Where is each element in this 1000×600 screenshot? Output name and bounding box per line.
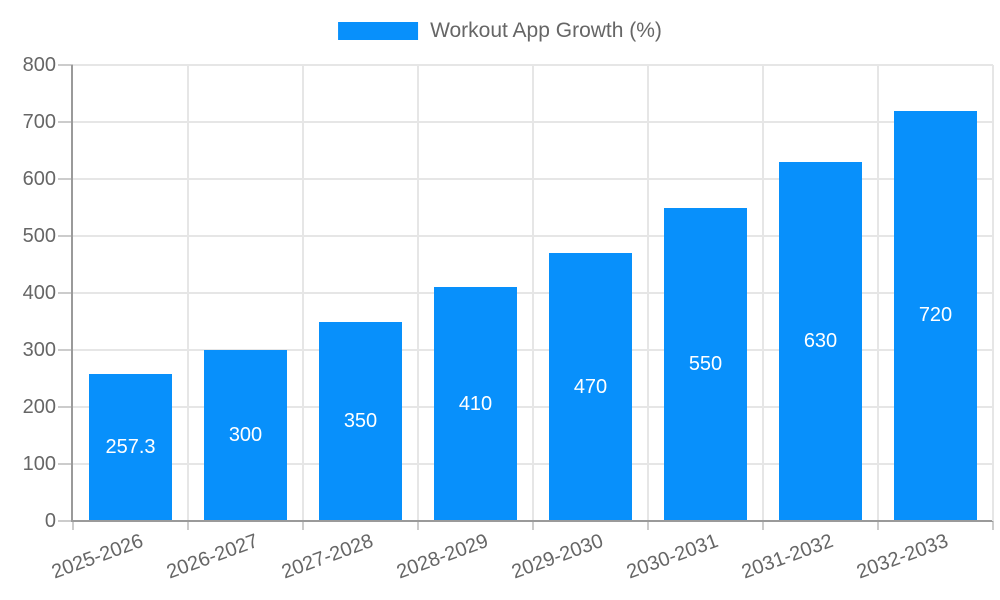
y-axis-tick-label: 700 <box>0 110 56 134</box>
y-axis-tick-label-label: 200 <box>22 396 56 418</box>
bar-2031-2032-label: 630 <box>803 329 838 352</box>
x-axis-category-label: 2025-2026 <box>48 530 147 584</box>
y-axis-tick-label: 800 <box>0 53 56 77</box>
bar-2030-2031-label: 550 <box>688 352 723 375</box>
bar-2028-2029-label: 410 <box>458 392 493 415</box>
bar-2032-2033-label: 720 <box>918 304 953 327</box>
y-axis-line <box>71 65 73 521</box>
bar-2025-2026: 257.3 <box>89 374 172 521</box>
bar-2028-2029: 410 <box>434 287 517 521</box>
x-axis-category-label: 2027-2028 <box>278 530 377 584</box>
horizontal-gridline <box>73 178 993 180</box>
x-axis-category-label: 2029-2030 <box>508 530 607 584</box>
x-axis-category-label: 2026-2027 <box>163 530 262 584</box>
y-axis-tick <box>58 406 73 408</box>
y-axis-tick <box>58 349 73 351</box>
y-axis-tick-label: 100 <box>0 452 56 476</box>
chart-legend[interactable]: Workout App Growth (%) <box>338 17 662 45</box>
horizontal-gridline <box>73 64 993 66</box>
x-axis-tick <box>992 521 994 530</box>
y-axis-tick-label: 300 <box>0 338 56 362</box>
legend-label: Workout App Growth (%) <box>430 19 662 42</box>
x-axis-category-label: 2028-2029 <box>393 530 492 584</box>
horizontal-gridline <box>73 463 993 465</box>
x-axis-category-label: 2030-2031 <box>623 530 722 584</box>
y-axis-tick <box>58 121 73 123</box>
y-axis-tick-label: 500 <box>0 224 56 248</box>
x-axis-tick <box>762 521 764 530</box>
bar-2029-2030-label: 470 <box>573 375 608 398</box>
y-axis-tick-label-label: 400 <box>22 282 56 304</box>
x-axis-tick <box>647 521 649 530</box>
plot-right-border <box>992 65 994 521</box>
x-axis-tick <box>302 521 304 530</box>
y-axis-tick <box>58 292 73 294</box>
bar-2026-2027: 300 <box>204 350 287 521</box>
y-axis-tick-label-label: 500 <box>22 225 56 247</box>
y-axis-tick <box>58 463 73 465</box>
y-axis-tick <box>58 64 73 66</box>
y-axis-tick-label-label: 100 <box>22 453 56 475</box>
y-axis-tick-label: 600 <box>0 167 56 191</box>
x-axis-tick <box>187 521 189 530</box>
horizontal-gridline <box>73 235 993 237</box>
bar-2027-2028: 350 <box>319 321 402 521</box>
y-axis-tick-label-label: 300 <box>22 339 56 361</box>
y-axis-tick-label: 400 <box>0 281 56 305</box>
bar-2025-2026-label: 257.3 <box>105 436 156 459</box>
x-axis-line <box>71 520 993 522</box>
y-axis-tick-label: 200 <box>0 395 56 419</box>
bar-2031-2032: 630 <box>779 161 862 521</box>
horizontal-gridline <box>73 406 993 408</box>
bar-2027-2028-label: 350 <box>343 409 378 432</box>
y-axis-tick <box>58 520 73 522</box>
y-axis-tick-label-label: 600 <box>22 168 56 190</box>
x-axis-category-label: 2031-2032 <box>738 530 837 584</box>
horizontal-gridline <box>73 292 993 294</box>
bar-2029-2030: 470 <box>549 253 632 521</box>
y-axis-tick-label-label: 800 <box>22 54 56 76</box>
legend-swatch <box>338 22 419 40</box>
x-axis-tick <box>877 521 879 530</box>
horizontal-gridline <box>73 121 993 123</box>
y-axis-tick-label: 0 <box>0 509 56 533</box>
y-axis-tick-label-label: 700 <box>22 111 56 133</box>
bar-2026-2027-label: 300 <box>228 424 263 446</box>
horizontal-gridline <box>73 349 993 351</box>
x-axis-category-label: 2032-2033 <box>853 530 952 584</box>
y-axis-tick <box>58 235 73 237</box>
y-axis-tick-label-label: 0 <box>44 510 56 532</box>
bar-2030-2031: 550 <box>664 207 747 521</box>
x-axis-tick <box>532 521 534 530</box>
x-axis-tick <box>417 521 419 530</box>
x-axis-tick <box>72 521 74 530</box>
y-axis-tick <box>58 178 73 180</box>
bar-2032-2033: 720 <box>894 110 977 521</box>
